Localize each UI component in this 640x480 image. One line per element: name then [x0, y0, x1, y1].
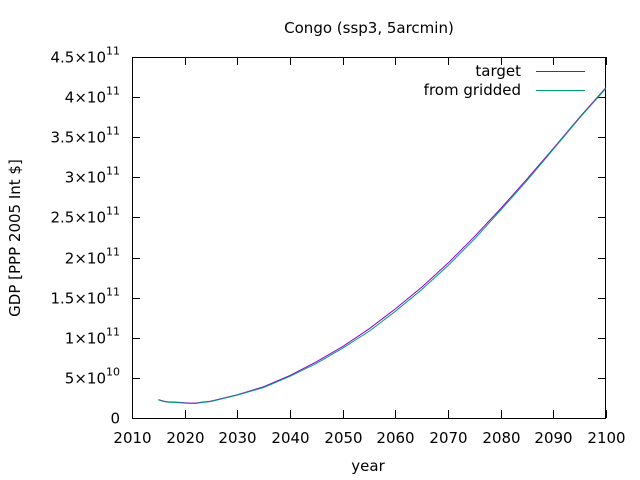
y-tick-mantissa: 2.5×10 — [50, 209, 106, 227]
y-tick-label: 1×1011 — [65, 326, 120, 348]
y-tick-label: 3.5×1011 — [50, 125, 120, 147]
y-tick-label: 4×1011 — [65, 85, 120, 107]
y-tick-mantissa: 1.5×10 — [50, 290, 106, 308]
x-tick-label: 2070 — [429, 429, 467, 447]
x-tick-label: 2080 — [482, 429, 520, 447]
y-axis-label: GDP [PPP 2005 Int $] — [6, 159, 24, 317]
x-tick-label: 2060 — [376, 429, 414, 447]
y-tick-exponent: 11 — [106, 125, 120, 138]
x-tick-label: 2040 — [271, 429, 309, 447]
y-tick-exponent: 11 — [106, 165, 120, 178]
x-tick-label: 2050 — [324, 429, 362, 447]
y-tick-exponent: 11 — [106, 205, 120, 218]
y-tick-exponent: 11 — [106, 45, 120, 58]
series-line-from-gridded — [158, 87, 607, 405]
y-tick-mantissa: 0 — [110, 410, 120, 428]
y-tick-exponent: 11 — [106, 85, 120, 98]
series-line-target — [158, 87, 607, 404]
y-tick-labels: 05×10101×10111.5×10112×10112.5×10113×101… — [50, 45, 120, 428]
y-tick-mantissa: 3×10 — [65, 169, 106, 187]
plot-frame — [132, 57, 606, 419]
legend-label: target — [475, 62, 521, 80]
x-tick-label: 2010 — [113, 429, 151, 447]
y-tick-mantissa: 2×10 — [65, 250, 106, 268]
y-tick-label: 5×1010 — [65, 366, 120, 388]
x-tick-label: 2030 — [218, 429, 256, 447]
y-tick-label: 2.5×1011 — [50, 205, 120, 227]
y-tick-label: 2×1011 — [65, 246, 120, 268]
y-tick-label: 1.5×1011 — [50, 286, 120, 308]
y-tick-mantissa: 4×10 — [65, 89, 106, 107]
x-tick-label: 2090 — [534, 429, 572, 447]
x-tick-labels: 2010 2020 2030 2040 2050 2060 2070 2080 2090 2100 — [113, 429, 625, 447]
x-tick-label: 2020 — [166, 429, 204, 447]
y-tick-mantissa: 3.5×10 — [50, 129, 106, 147]
x-tick-label: 2100 — [587, 429, 625, 447]
series-layer — [158, 87, 607, 405]
y-tick-mantissa: 4.5×10 — [50, 49, 106, 67]
y-tick-exponent: 10 — [106, 366, 120, 379]
y-tick-mantissa: 5×10 — [65, 370, 106, 388]
x-axis-label: year — [351, 457, 385, 475]
ticks-layer — [132, 57, 607, 419]
y-tick-label: 4.5×1011 — [50, 45, 120, 67]
legend-label: from gridded — [424, 81, 521, 99]
y-tick-label: 3×1011 — [65, 165, 120, 187]
y-tick-mantissa: 1×10 — [65, 330, 106, 348]
chart-title: Congo (ssp3, 5arcmin) — [284, 19, 454, 37]
y-tick-exponent: 11 — [106, 286, 120, 299]
y-tick-label: 0 — [110, 410, 120, 428]
y-tick-exponent: 11 — [106, 326, 120, 339]
y-tick-exponent: 11 — [106, 246, 120, 259]
